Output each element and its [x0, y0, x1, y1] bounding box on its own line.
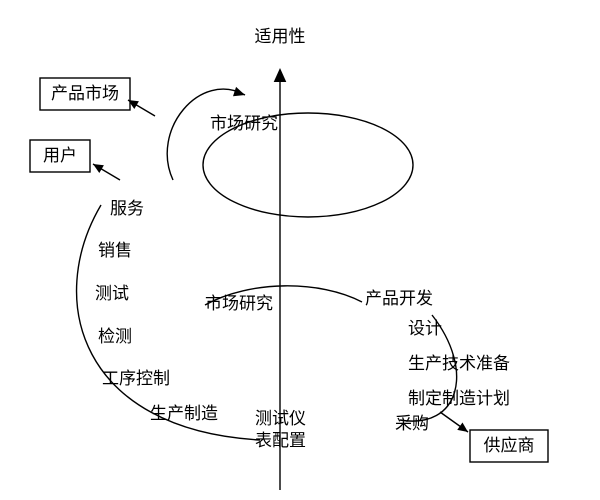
right-node: 制定制造计划 [408, 389, 510, 408]
axis-top-label: 适用性 [255, 27, 306, 46]
left-node: 工序控制 [102, 369, 170, 388]
right-node: 采购 [395, 414, 429, 433]
box-label-product_market: 产品市场 [51, 84, 119, 103]
ellipse-feedback-curve [167, 89, 245, 180]
left-node: 检测 [98, 327, 132, 346]
box-label-user: 用户 [43, 146, 77, 165]
arrow-head [274, 68, 287, 82]
arrow-head [457, 423, 468, 432]
right-node: 生产技术准备 [408, 354, 510, 373]
left-node: 服务 [110, 199, 144, 218]
left-node: 销售 [98, 241, 132, 260]
mid-curve-left-label: 市场研究 [205, 294, 273, 313]
arrow-head [93, 164, 104, 173]
right-node: 设计 [408, 319, 442, 338]
ellipse-label: 市场研究 [210, 114, 278, 133]
center-label-line1: 测试仪 [255, 409, 306, 428]
left-node: 测试 [95, 284, 129, 303]
mid-curve-right-label: 产品开发 [365, 289, 433, 308]
left-node: 生产制造 [150, 404, 218, 423]
arrow-head [233, 87, 245, 96]
center-label-line2: 表配置 [255, 431, 306, 450]
box-label-supplier: 供应商 [484, 436, 535, 455]
